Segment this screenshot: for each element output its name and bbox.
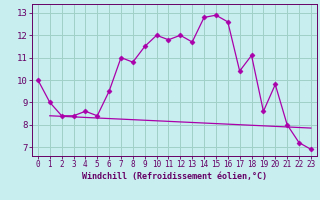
X-axis label: Windchill (Refroidissement éolien,°C): Windchill (Refroidissement éolien,°C): [82, 172, 267, 181]
